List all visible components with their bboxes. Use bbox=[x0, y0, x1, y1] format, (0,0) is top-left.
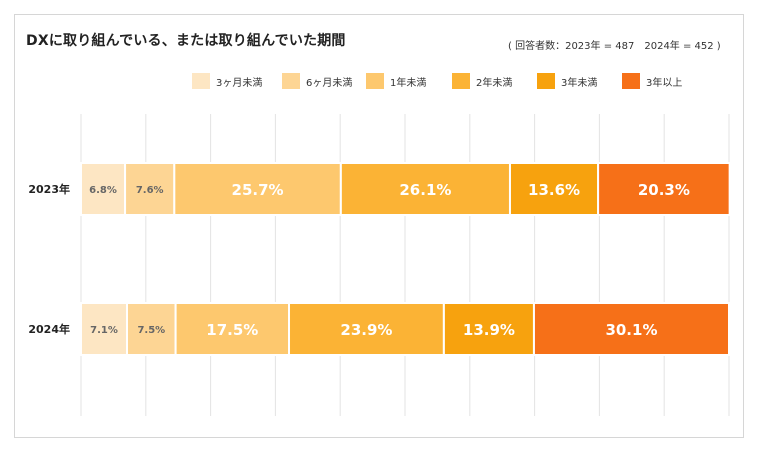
legend-swatch bbox=[452, 73, 470, 89]
legend-item: 3年以上 bbox=[622, 72, 682, 90]
legend-item: 1年未満 bbox=[366, 72, 426, 90]
legend-label: 3年未満 bbox=[561, 77, 598, 89]
legend-label: 6ヶ月未満 bbox=[306, 77, 353, 89]
chart-title: DXに取り組んでいる、または取り組んでいた期間 bbox=[26, 33, 346, 49]
legend-item: 3年未満 bbox=[537, 72, 597, 90]
legend-item: 2年未満 bbox=[452, 72, 512, 90]
bar-segment bbox=[508, 162, 600, 216]
legend-label: 2年未満 bbox=[476, 77, 513, 89]
legend-swatch bbox=[622, 73, 640, 89]
data-label: 7.1% bbox=[90, 325, 118, 336]
data-label: 7.6% bbox=[136, 185, 164, 196]
category-label: 2023年 bbox=[28, 182, 70, 196]
bar-segment bbox=[80, 162, 127, 216]
legend: 3ヶ月未満 6ヶ月未満 1年未満 2年未満 3年未満 3年以上 bbox=[0, 72, 760, 90]
legend-label: 1年未満 bbox=[390, 77, 427, 89]
bar-segment bbox=[597, 162, 731, 216]
bar-segment bbox=[442, 302, 535, 356]
bar-segment bbox=[124, 162, 176, 216]
data-label: 26.1% bbox=[399, 181, 451, 199]
bar-segment bbox=[288, 302, 445, 356]
legend-swatch bbox=[366, 73, 384, 89]
data-label: 17.5% bbox=[206, 321, 258, 339]
data-label: 13.9% bbox=[463, 321, 515, 339]
legend-swatch bbox=[537, 73, 555, 89]
legend-label: 3ヶ月未満 bbox=[216, 77, 263, 89]
legend-swatch bbox=[282, 73, 300, 89]
data-label: 25.7% bbox=[232, 181, 284, 199]
bar-segment bbox=[532, 302, 731, 356]
legend-item: 6ヶ月未満 bbox=[282, 72, 352, 90]
bar-segment bbox=[174, 302, 291, 356]
data-label: 6.8% bbox=[89, 185, 117, 196]
respondent-note: ( 回答者数：2023年 = 487 2024年 = 452 ) bbox=[508, 41, 721, 52]
data-label: 30.1% bbox=[605, 321, 657, 339]
category-label: 2024年 bbox=[28, 322, 70, 336]
legend-swatch bbox=[192, 73, 210, 89]
data-label: 7.5% bbox=[137, 325, 165, 336]
legend-label: 3年以上 bbox=[646, 77, 683, 89]
data-label: 13.6% bbox=[528, 181, 580, 199]
bar-segment bbox=[173, 162, 342, 216]
legend-item: 3ヶ月未満 bbox=[192, 72, 262, 90]
data-label: 20.3% bbox=[638, 181, 690, 199]
data-label: 23.9% bbox=[340, 321, 392, 339]
bar-segment bbox=[339, 162, 511, 216]
